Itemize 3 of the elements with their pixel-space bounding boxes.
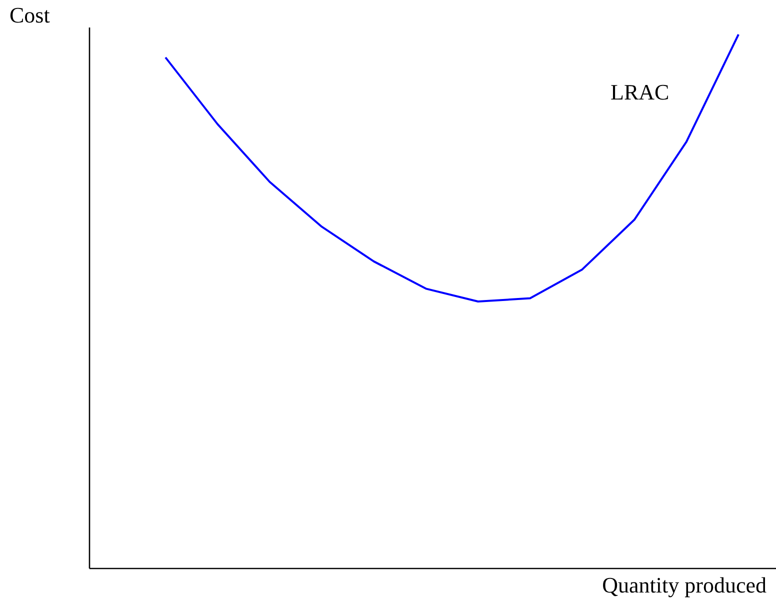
y-axis-title: Cost (10, 2, 50, 28)
x-axis-title: Quantity produced (602, 572, 767, 598)
series-label: LRAC (610, 79, 670, 104)
